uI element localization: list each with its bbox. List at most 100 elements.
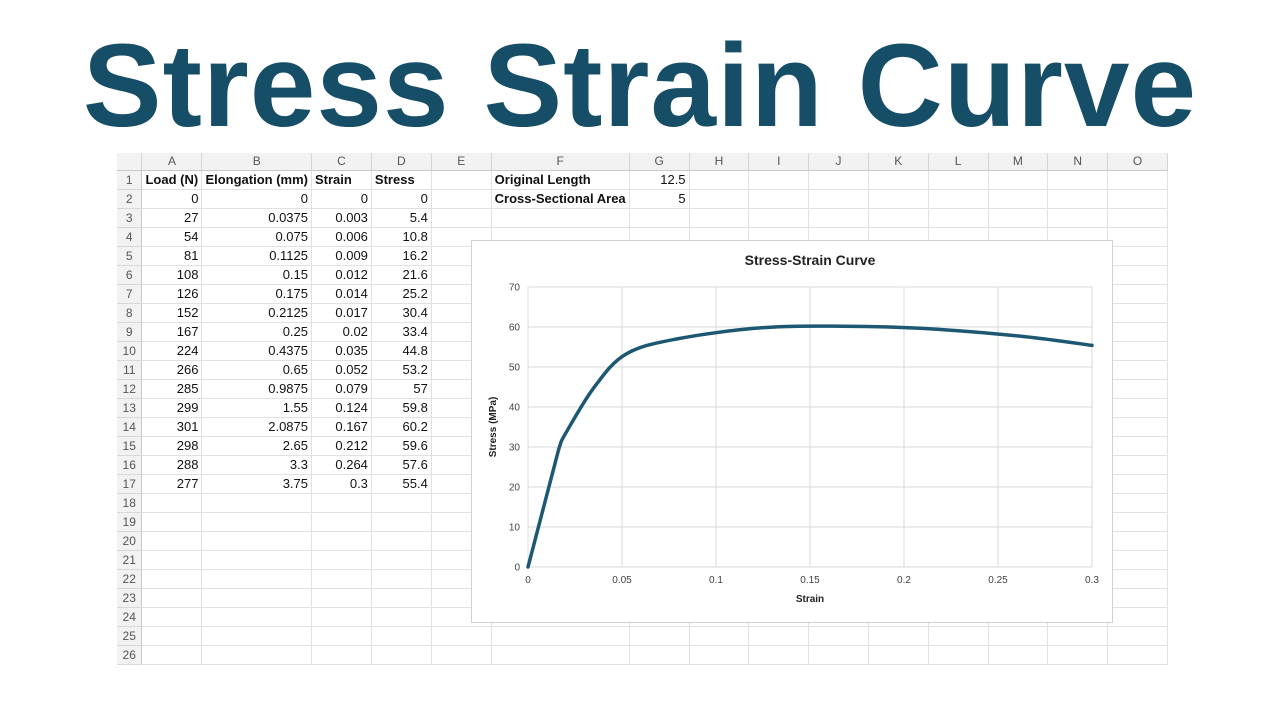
row-header[interactable]: 5 bbox=[117, 246, 143, 266]
cell-a3[interactable]: 27 bbox=[141, 208, 203, 228]
cell-c15[interactable]: 0.212 bbox=[311, 436, 372, 456]
cell-d2[interactable]: 0 bbox=[371, 189, 432, 209]
cell-g3[interactable] bbox=[629, 208, 690, 228]
cell-d15[interactable]: 59.6 bbox=[371, 436, 432, 456]
cell-a4[interactable]: 54 bbox=[141, 227, 203, 247]
cell-a11[interactable]: 266 bbox=[141, 360, 203, 380]
cell-f26[interactable] bbox=[491, 645, 630, 665]
chart-container[interactable]: Stress-Strain Curve 0 10 20 30 40 50 60 70 0 0.05 0… bbox=[471, 240, 1113, 623]
row-header[interactable]: 13 bbox=[117, 398, 143, 418]
row-header[interactable]: 19 bbox=[117, 512, 143, 532]
cell-c12[interactable]: 0.079 bbox=[311, 379, 372, 399]
cell-j1[interactable] bbox=[808, 170, 869, 190]
cell-c11[interactable]: 0.052 bbox=[311, 360, 372, 380]
cell-c20[interactable] bbox=[311, 531, 372, 551]
cell-o2[interactable] bbox=[1107, 189, 1168, 209]
cell-b6[interactable]: 0.15 bbox=[201, 265, 312, 285]
cell-m3[interactable] bbox=[988, 208, 1049, 228]
cell-a20[interactable] bbox=[141, 531, 203, 551]
cell-b26[interactable] bbox=[201, 645, 312, 665]
cell-d10[interactable]: 44.8 bbox=[371, 341, 432, 361]
cell-a21[interactable] bbox=[141, 550, 203, 570]
cell-o23[interactable] bbox=[1107, 588, 1168, 608]
cell-d19[interactable] bbox=[371, 512, 432, 532]
cell-o22[interactable] bbox=[1107, 569, 1168, 589]
cell-b22[interactable] bbox=[201, 569, 312, 589]
cell-a26[interactable] bbox=[141, 645, 203, 665]
cell-b15[interactable]: 2.65 bbox=[201, 436, 312, 456]
cell-k3[interactable] bbox=[868, 208, 929, 228]
cell-o7[interactable] bbox=[1107, 284, 1168, 304]
cell-j25[interactable] bbox=[808, 626, 869, 646]
cell-c2[interactable]: 0 bbox=[311, 189, 372, 209]
cell-d11[interactable]: 53.2 bbox=[371, 360, 432, 380]
cell-d7[interactable]: 25.2 bbox=[371, 284, 432, 304]
cell-g26[interactable] bbox=[629, 645, 690, 665]
cell-a25[interactable] bbox=[141, 626, 203, 646]
cell-b10[interactable]: 0.4375 bbox=[201, 341, 312, 361]
cell-n1[interactable] bbox=[1047, 170, 1109, 190]
cell-c18[interactable] bbox=[311, 493, 372, 513]
cell-d21[interactable] bbox=[371, 550, 432, 570]
cell-g2[interactable]: 5 bbox=[629, 189, 690, 209]
cell-f3[interactable] bbox=[491, 208, 630, 228]
cell-l3[interactable] bbox=[928, 208, 989, 228]
cell-k1[interactable] bbox=[868, 170, 929, 190]
cell-c14[interactable]: 0.167 bbox=[311, 417, 372, 437]
cell-j26[interactable] bbox=[808, 645, 869, 665]
cell-c10[interactable]: 0.035 bbox=[311, 341, 372, 361]
row-header[interactable]: 18 bbox=[117, 493, 143, 513]
cell-b14[interactable]: 2.0875 bbox=[201, 417, 312, 437]
cell-c6[interactable]: 0.012 bbox=[311, 265, 372, 285]
column-header-a[interactable]: A bbox=[141, 153, 203, 171]
cell-b5[interactable]: 0.1125 bbox=[201, 246, 312, 266]
cell-a1[interactable]: Load (N) bbox=[141, 170, 203, 190]
column-header-f[interactable]: F bbox=[491, 153, 630, 171]
cell-g1[interactable]: 12.5 bbox=[629, 170, 690, 190]
cell-b7[interactable]: 0.175 bbox=[201, 284, 312, 304]
column-header-b[interactable]: B bbox=[201, 153, 312, 171]
cell-o25[interactable] bbox=[1107, 626, 1168, 646]
cell-b16[interactable]: 3.3 bbox=[201, 455, 312, 475]
column-header-h[interactable]: H bbox=[689, 153, 750, 171]
column-header-n[interactable]: N bbox=[1047, 153, 1109, 171]
row-header[interactable]: 2 bbox=[117, 189, 143, 209]
cell-l1[interactable] bbox=[928, 170, 989, 190]
row-header[interactable]: 24 bbox=[117, 607, 143, 627]
cell-o3[interactable] bbox=[1107, 208, 1168, 228]
cell-o16[interactable] bbox=[1107, 455, 1168, 475]
cell-b17[interactable]: 3.75 bbox=[201, 474, 312, 494]
cell-o17[interactable] bbox=[1107, 474, 1168, 494]
cell-c24[interactable] bbox=[311, 607, 372, 627]
row-header[interactable]: 23 bbox=[117, 588, 143, 608]
cell-b25[interactable] bbox=[201, 626, 312, 646]
cell-d23[interactable] bbox=[371, 588, 432, 608]
cell-b1[interactable]: Elongation (mm) bbox=[201, 170, 312, 190]
cell-o26[interactable] bbox=[1107, 645, 1168, 665]
cell-o21[interactable] bbox=[1107, 550, 1168, 570]
cell-c25[interactable] bbox=[311, 626, 372, 646]
cell-d1[interactable]: Stress bbox=[371, 170, 432, 190]
cell-d16[interactable]: 57.6 bbox=[371, 455, 432, 475]
cell-b8[interactable]: 0.2125 bbox=[201, 303, 312, 323]
cell-m2[interactable] bbox=[988, 189, 1049, 209]
cell-i2[interactable] bbox=[748, 189, 810, 209]
row-header[interactable]: 11 bbox=[117, 360, 143, 380]
cell-a18[interactable] bbox=[141, 493, 203, 513]
cell-g25[interactable] bbox=[629, 626, 690, 646]
cell-d24[interactable] bbox=[371, 607, 432, 627]
column-header-m[interactable]: M bbox=[988, 153, 1049, 171]
cell-b19[interactable] bbox=[201, 512, 312, 532]
row-header[interactable]: 4 bbox=[117, 227, 143, 247]
cell-o10[interactable] bbox=[1107, 341, 1168, 361]
cell-a24[interactable] bbox=[141, 607, 203, 627]
cell-c3[interactable]: 0.003 bbox=[311, 208, 372, 228]
cell-h1[interactable] bbox=[689, 170, 750, 190]
cell-o8[interactable] bbox=[1107, 303, 1168, 323]
column-header-j[interactable]: J bbox=[808, 153, 869, 171]
cell-h2[interactable] bbox=[689, 189, 750, 209]
column-header-i[interactable]: I bbox=[748, 153, 810, 171]
row-header[interactable]: 15 bbox=[117, 436, 143, 456]
cell-d18[interactable] bbox=[371, 493, 432, 513]
cell-e25[interactable] bbox=[431, 626, 492, 646]
